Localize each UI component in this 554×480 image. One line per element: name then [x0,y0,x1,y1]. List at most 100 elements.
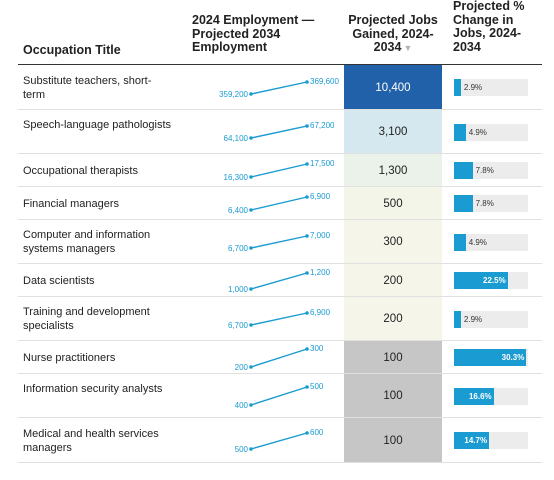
sort-descending-icon[interactable]: ▼ [403,43,413,53]
employment-2034-point [305,195,309,199]
employment-2024-label: 6,700 [228,321,249,330]
row-divider [18,186,542,187]
employment-change-line [250,125,308,139]
pct-change-label: 2.9% [463,315,483,324]
table-row: Medical and health services managers 500 6… [18,418,542,463]
employment-sparkline: 6,700 7,000 [228,231,331,253]
pct-change-bar-track: 4.9% [454,234,528,251]
pct-change-label: 14.7% [464,436,488,445]
jobs-gained-cell: 200 [344,264,442,297]
employment-2034-label: 369,600 [310,77,339,86]
employment-sparkline: 400 500 [235,382,324,410]
employment-change-line [250,272,308,290]
employment-sparkline: 6,700 6,900 [228,308,331,330]
employment-2034-point [305,431,309,435]
employment-2034-label: 1,200 [310,268,331,277]
employment-2024-point [249,323,253,327]
table-row: Data scientists 1,000 1,200 200 22.5% [18,264,542,297]
pct-change-bar-track: 14.7% [454,432,528,449]
employment-2024-label: 64,100 [224,134,249,143]
employment-2034-point [305,162,309,166]
row-divider [18,296,542,297]
employment-2034-point [305,234,309,238]
row-divider [18,417,542,418]
header-divider [18,64,542,65]
pct-change-bar-track: 16.6% [454,388,528,405]
row-divider [18,263,542,264]
employment-2034-label: 300 [310,344,324,353]
pct-change-bar [454,388,494,405]
employment-2034-point [305,311,309,315]
table-row: Substitute teachers, short-term 359,200 36… [18,65,542,110]
employment-change-line [250,312,308,326]
header-jobs-gained[interactable]: Projected Jobs Gained, 2024-2034 ▼ [344,13,442,56]
occupation-title: Training and development specialists [23,306,150,332]
employment-2024-point [249,447,253,451]
employment-2024-point [249,287,253,291]
employment-2034-label: 6,900 [310,308,331,317]
employment-2034-point [305,80,309,84]
pct-change-bar [454,272,508,289]
pct-change-label: 4.9% [468,128,487,137]
employment-change-line [250,348,308,368]
employment-2024-label: 400 [235,401,249,410]
employment-change-line [250,386,308,406]
employment-2024-label: 200 [235,363,249,372]
table-row: Nurse practitioners 200 300 100 30.3% [18,341,542,374]
employment-sparkline: 359,200 369,600 [219,77,339,99]
occupation-title: Nurse practitioners [23,352,116,364]
row-divider [18,109,542,110]
employment-2024-label: 1,000 [228,285,249,294]
occupation-title: Occupational therapists [23,165,138,177]
row-divider [18,462,542,463]
pct-change-bar-track: 7.8% [454,162,528,179]
employment-2024-label: 16,300 [224,173,249,182]
table-row: Information security analysts 400 500 100 16… [18,374,542,418]
employment-2034-label: 7,000 [310,231,331,240]
employment-sparkline: 16,300 17,500 [224,159,335,182]
row-divider [18,340,542,341]
employment-2034-label: 600 [310,428,324,437]
jobs-gained-cell: 200 [344,297,442,341]
pct-change-bar [454,349,527,366]
employment-2034-point [305,271,309,275]
header-pct-change: Projected % Change in Jobs, 2024-2034 [453,0,525,54]
employment-2034-label: 17,500 [310,159,335,168]
pct-change-bar [454,162,473,179]
employment-change-line [250,163,308,178]
pct-change-bar-track: 30.3% [454,349,528,366]
row-divider [18,153,542,154]
table-row: Occupational therapists 16,300 17,500 1,300… [18,154,542,187]
occupation-title: Information security analysts [23,383,163,395]
jobs-gained-cell: 1,300 [344,154,442,187]
jobs-gained-cell: 10,400 [344,65,442,110]
employment-sparkline: 1,000 1,200 [228,268,331,294]
employment-2024-point [249,92,253,96]
pct-change-label: 30.3% [501,353,525,362]
occupation-title: Data scientists [23,275,95,287]
table-row: Training and development specialists 6,70… [18,297,542,341]
employment-2024-point [249,136,253,140]
employment-2024-label: 500 [235,445,249,454]
header-employment: 2024 Employment — Projected 2034 Employm… [192,13,315,54]
employment-2024-point [249,175,253,179]
employment-sparkline: 500 600 [235,428,324,454]
pct-change-label: 4.9% [468,238,487,247]
pct-change-label: 7.8% [475,199,494,208]
row-divider [18,219,542,220]
employment-sparkline: 200 300 [235,344,324,372]
employment-2024-point [249,246,253,250]
pct-change-bar-track: 22.5% [454,272,528,289]
employment-2034-label: 67,200 [310,121,335,130]
employment-2034-point [305,347,309,351]
occupation-title: Substitute teachers, short-term [23,75,152,101]
occupation-title: Financial managers [23,198,119,210]
pct-change-bar [454,124,466,141]
employment-2024-label: 6,700 [228,244,249,253]
pct-change-label: 16.6% [468,392,492,401]
jobs-gained-cell: 500 [344,187,442,220]
table-row: Speech-language pathologists 64,100 67,200… [18,110,542,154]
pct-change-bar [454,195,473,212]
employment-2024-label: 359,200 [219,90,248,99]
jobs-gained-cell: 100 [344,341,442,374]
